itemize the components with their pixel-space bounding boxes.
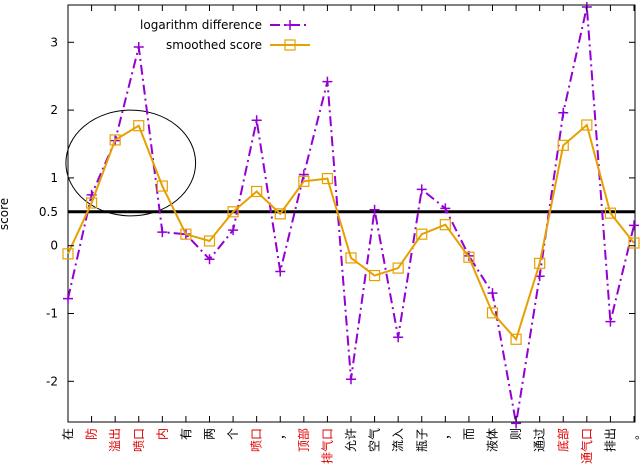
x-category-label: 允许 xyxy=(343,428,358,452)
data-point xyxy=(393,332,404,343)
data-point xyxy=(275,266,286,277)
data-point xyxy=(156,180,168,192)
data-point xyxy=(558,107,569,118)
data-point xyxy=(109,134,121,146)
x-category-label: 排出 xyxy=(603,428,617,452)
y-tick-label: -2 xyxy=(46,374,58,388)
data-point xyxy=(440,203,451,214)
series-line xyxy=(67,123,635,342)
data-point xyxy=(416,228,428,240)
x-category-label: 顶部 xyxy=(296,428,311,452)
data-point xyxy=(439,219,451,231)
data-point xyxy=(133,120,145,132)
x-category-label: 溢出 xyxy=(108,428,122,452)
x-category-label: 底部 xyxy=(555,428,570,452)
y-axis-title: score xyxy=(0,198,11,230)
data-point xyxy=(227,206,239,218)
data-point xyxy=(368,269,381,282)
series-1 xyxy=(63,2,639,429)
data-point xyxy=(298,175,310,187)
series-2 xyxy=(62,119,640,345)
y-axis-ticks: 3 2 1 0.5 0 -1 -2 xyxy=(39,35,635,388)
data-point xyxy=(557,139,569,151)
y-tick-label: 3 xyxy=(50,35,58,49)
data-point xyxy=(228,225,239,236)
x-category-label: 流入 xyxy=(391,428,405,452)
x-category-label: 则 xyxy=(509,428,523,440)
data-point xyxy=(510,333,522,345)
y-tick-label: 2 xyxy=(50,103,58,117)
y-tick-label: -1 xyxy=(46,307,58,321)
legend: logarithm difference smoothed score xyxy=(140,18,310,52)
data-point xyxy=(133,42,144,53)
legend-marker xyxy=(285,20,295,30)
data-point xyxy=(251,115,262,126)
data-point xyxy=(534,257,546,269)
legend-label: smoothed score xyxy=(166,38,262,52)
x-category-label: 在 xyxy=(61,428,75,440)
data-point xyxy=(369,204,380,215)
highlight-ellipse xyxy=(65,109,197,217)
data-point xyxy=(581,119,593,131)
x-category-label: ， xyxy=(438,428,452,440)
x-category-label: 两 xyxy=(203,428,217,440)
data-point xyxy=(321,172,334,185)
data-point xyxy=(274,208,286,220)
x-category-label: ， xyxy=(273,428,287,440)
x-category-label: 瓶子 xyxy=(415,428,429,452)
data-point xyxy=(62,248,74,260)
data-point xyxy=(63,293,73,304)
x-category-label: 喷口 xyxy=(132,428,146,452)
legend-marker xyxy=(284,39,296,51)
data-point xyxy=(85,197,98,209)
y-tick-label: 0 xyxy=(50,239,58,253)
x-category-label: 液体 xyxy=(485,428,500,452)
x-category-label: 通过 xyxy=(533,428,547,452)
data-point xyxy=(322,76,333,87)
data-point xyxy=(345,252,357,264)
x-category-label: 内 xyxy=(155,428,169,440)
y-tick-label: 1 xyxy=(50,171,58,185)
data-point xyxy=(204,254,215,265)
data-point xyxy=(463,251,475,263)
x-category-label: 喷口 xyxy=(250,428,264,452)
data-point xyxy=(487,288,498,299)
x-category-label: 。 xyxy=(627,428,640,440)
data-point xyxy=(346,374,356,385)
data-point xyxy=(298,169,309,180)
x-category-label: 有 xyxy=(179,428,193,440)
data-point xyxy=(157,227,168,238)
x-category-label: 而 xyxy=(462,428,476,440)
data-point xyxy=(486,307,499,319)
data-point xyxy=(203,235,216,247)
annotations xyxy=(65,109,197,217)
x-axis-labels: 在防溢出 喷口内有两个喷口，顶部 排气口 允许 空气 流入 瓶子，而液体则通过 底部 通气口 排出… xyxy=(61,5,640,464)
data-point xyxy=(180,228,192,240)
legend-label: logarithm difference xyxy=(140,18,262,32)
data-point xyxy=(629,220,639,231)
x-category-label: 空气 xyxy=(367,428,382,452)
data-point xyxy=(604,207,617,219)
data-point xyxy=(628,237,640,249)
data-point xyxy=(416,184,427,195)
x-category-label: 排气口 xyxy=(319,428,334,464)
data-point xyxy=(251,185,263,198)
data-point xyxy=(392,262,404,274)
data-point xyxy=(605,316,616,327)
x-category-label: 个 xyxy=(226,428,240,440)
x-category-label: 防 xyxy=(84,428,99,440)
x-category-label: 通气口 xyxy=(579,428,594,464)
series-layer xyxy=(62,2,640,429)
y-tick-label: 0.5 xyxy=(39,205,58,219)
